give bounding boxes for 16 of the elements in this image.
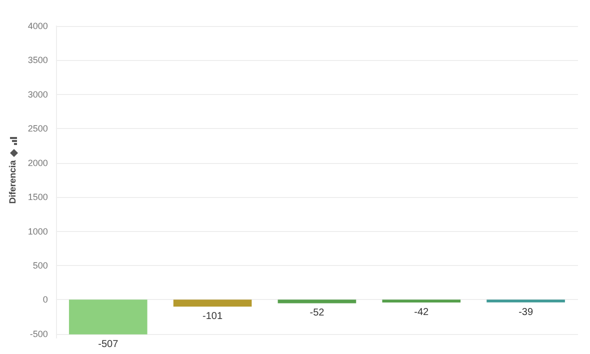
y-tick-label: 3500	[28, 55, 48, 66]
y-axis-title: Diferencia	[8, 159, 18, 204]
y-tick-label: 0	[42, 294, 48, 305]
data-label: -52	[310, 308, 325, 319]
y-tick-label: 4000	[28, 21, 48, 31]
data-label: -39	[518, 306, 534, 318]
data-label: -101	[202, 311, 223, 322]
y-tick-label: 500	[32, 260, 48, 270]
y-tick-label: 2000	[28, 158, 48, 168]
data-label: -507	[98, 338, 119, 350]
y-tick-label: 1000	[28, 226, 48, 236]
y-tick-label: 3000	[28, 89, 48, 100]
y-tick-label: -500	[30, 328, 48, 339]
data-label: -42	[414, 307, 430, 318]
y-tick-label: 2500	[28, 124, 48, 134]
y-tick-label: 1500	[28, 192, 48, 202]
